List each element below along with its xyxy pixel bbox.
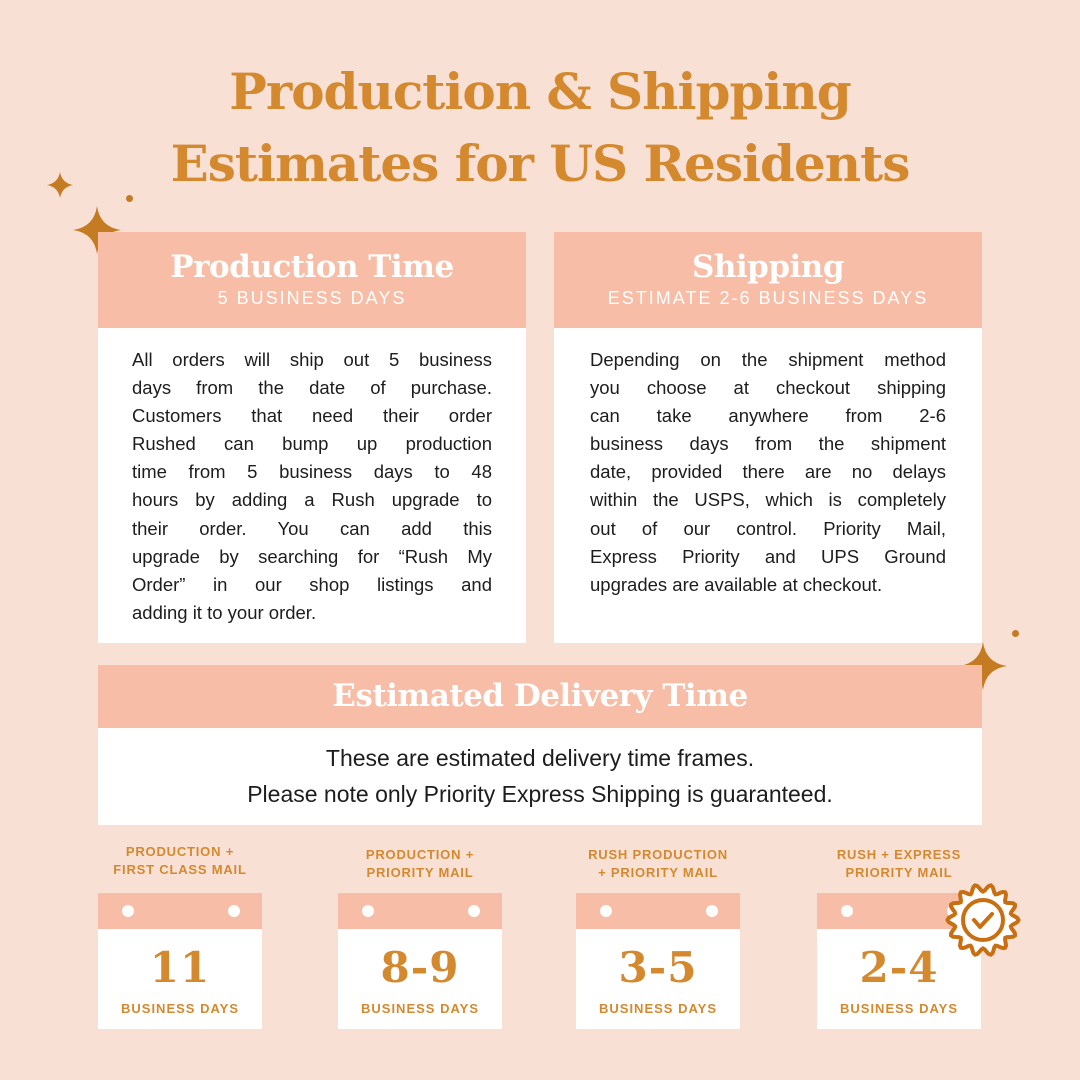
text-line: Depending on the shipment method <box>590 349 946 370</box>
shipping-card: Shipping ESTIMATE 2-6 BUSINESS DAYS Depe… <box>554 232 982 643</box>
ring-hole-icon <box>468 905 480 917</box>
option-label: RUSH + EXPRESS PRIORITY MAIL <box>779 846 1019 882</box>
dot-icon <box>1012 630 1019 637</box>
ring-hole-icon <box>362 905 374 917</box>
delivery-days: 2-4 <box>859 943 939 992</box>
production-heading: Production Time <box>170 249 454 285</box>
delivery-days-unit: BUSINESS DAYS <box>599 1001 717 1016</box>
production-card-header: Production Time 5 BUSINESS DAYS <box>98 232 526 328</box>
shipping-card-header: Shipping ESTIMATE 2-6 BUSINESS DAYS <box>554 232 982 328</box>
text-line: can take anywhere from 2-6 <box>590 405 946 427</box>
text-line: business days from the shipment <box>590 433 946 455</box>
delivery-note-line-2: Please note only Priority Express Shippi… <box>247 781 833 807</box>
text-line: within the USPS, which is completely <box>590 489 946 511</box>
production-text: All orders will ship out 5 business days … <box>132 328 492 627</box>
shipping-heading: Shipping <box>691 249 845 285</box>
text-line: Customers that need their order <box>132 405 492 427</box>
option-label-line-1: RUSH + EXPRESS <box>836 847 962 862</box>
option-label-line-1: RUSH PRODUCTION <box>588 847 728 862</box>
sparkle-icon <box>959 642 1007 690</box>
ring-hole-icon <box>600 905 612 917</box>
option-label-line-2: PRIORITY MAIL <box>845 865 953 880</box>
option-label-line-2: FIRST CLASS MAIL <box>113 862 247 877</box>
option-label: PRODUCTION + PRIORITY MAIL <box>300 846 540 882</box>
delivery-days: 3-5 <box>618 943 698 992</box>
text-line: adding it to your order. <box>132 601 317 623</box>
text-line: Rushed can bump up production <box>132 433 492 455</box>
calendar-card: 3-5 BUSINESS DAYS <box>576 893 740 1029</box>
shipping-text: Depending on the shipment method you choo… <box>590 328 946 599</box>
ring-hole-icon <box>228 905 240 917</box>
ring-hole-icon <box>841 905 853 917</box>
option-label: RUSH PRODUCTION + PRIORITY MAIL <box>538 846 778 882</box>
text-line: out of our control. Priority Mail, <box>590 517 946 539</box>
shipping-subheading: ESTIMATE 2-6 BUSINESS DAYS <box>607 288 929 308</box>
option-label-line-2: + PRIORITY MAIL <box>598 865 718 880</box>
text-line: time from 5 business days to 48 <box>132 461 492 483</box>
sparkle-icon <box>47 172 73 198</box>
verified-check-badge-icon <box>945 883 1021 957</box>
sparkle-icon <box>73 206 121 254</box>
calendar-top <box>98 893 262 929</box>
production-card: Production Time 5 BUSINESS DAYS All orde… <box>98 232 526 643</box>
title-line-2: Estimates for US Residents <box>170 134 911 193</box>
option-label-line-1: PRODUCTION + <box>125 844 235 859</box>
delivery-note-line-1: These are estimated delivery time frames… <box>325 745 755 771</box>
text-line: Order” in our shop listings and <box>132 573 492 595</box>
delivery-days: 11 <box>149 943 211 992</box>
page-title: Production & Shipping Estimates for US R… <box>0 56 1080 200</box>
delivery-days-unit: BUSINESS DAYS <box>361 1001 479 1016</box>
text-line: you choose at checkout shipping <box>590 377 946 399</box>
delivery-note: These are estimated delivery time frames… <box>98 728 982 825</box>
calendar-card: 8-9 BUSINESS DAYS <box>338 893 502 1029</box>
delivery-days-unit: BUSINESS DAYS <box>840 1001 958 1016</box>
delivery-days: 8-9 <box>380 943 460 992</box>
option-label: PRODUCTION + FIRST CLASS MAIL <box>60 843 300 879</box>
dot-icon <box>126 195 133 202</box>
option-label-line-2: PRIORITY MAIL <box>366 865 474 880</box>
delivery-days-unit: BUSINESS DAYS <box>121 1001 239 1016</box>
calendar-card: 11 BUSINESS DAYS <box>98 893 262 1029</box>
option-label-line-1: PRODUCTION + <box>365 847 475 862</box>
text-line: upgrade by searching for “Rush My <box>132 545 492 567</box>
text-line: date, provided there are no delays <box>590 461 946 483</box>
delivery-heading: Estimated Delivery Time <box>98 665 982 728</box>
text-line: days from the date of purchase. <box>132 377 492 399</box>
text-line: Express Priority and UPS Ground <box>590 545 946 567</box>
ring-hole-icon <box>122 905 134 917</box>
text-line: hours by adding a Rush upgrade to <box>132 489 492 511</box>
ring-hole-icon <box>706 905 718 917</box>
text-line: their order. You can add this <box>132 517 492 539</box>
text-line: upgrades are available at checkout. <box>590 573 883 595</box>
calendar-top <box>576 893 740 929</box>
text-line: All orders will ship out 5 business <box>132 349 492 370</box>
calendar-top <box>338 893 502 929</box>
title-line-1: Production & Shipping <box>229 62 851 121</box>
production-subheading: 5 BUSINESS DAYS <box>217 288 407 308</box>
